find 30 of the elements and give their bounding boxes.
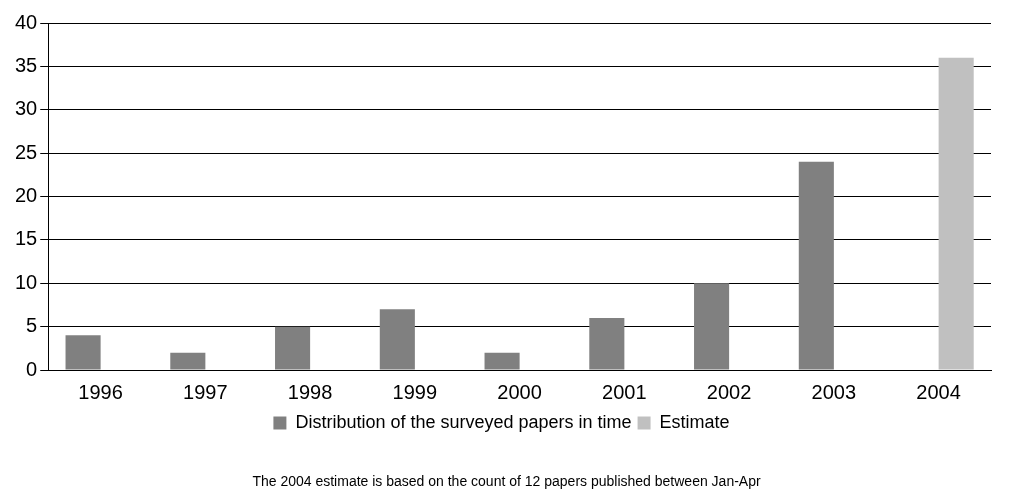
bar [694,283,730,370]
bar [484,352,520,370]
bar [379,309,415,370]
legend-label: Distribution of the surveyed papers in time [295,411,632,432]
bar [938,57,974,370]
y-tick-label: 25 [15,140,38,163]
x-tick-label: 1997 [183,380,228,403]
x-tick-label: 1996 [78,380,123,403]
x-tick-label: 2002 [706,380,752,403]
y-tick-label: 35 [15,53,38,76]
y-tick-label: 40 [15,10,38,33]
x-tick-label: 2004 [916,380,961,403]
bar [170,352,206,370]
y-tick-label: 10 [15,270,38,293]
bar [65,335,101,370]
x-tick-label: 2003 [811,380,857,403]
x-tick-label: 1999 [392,380,438,403]
y-tick-label: 0 [26,357,38,380]
y-tick-label: 30 [15,97,38,120]
bar [589,317,625,370]
y-tick-label: 15 [15,227,38,250]
x-tick-label: 2001 [602,380,647,403]
bar [798,161,834,370]
bar [275,326,311,370]
y-tick-label: 5 [26,314,38,337]
x-tick-label: 2000 [497,380,542,403]
legend-label: Estimate [659,411,730,432]
text: The 2004 estimate is based on the count of 12 papers published between Jan-Apr [252,472,761,489]
y-tick-label: 20 [15,184,38,207]
x-tick-label: 1998 [287,380,333,403]
